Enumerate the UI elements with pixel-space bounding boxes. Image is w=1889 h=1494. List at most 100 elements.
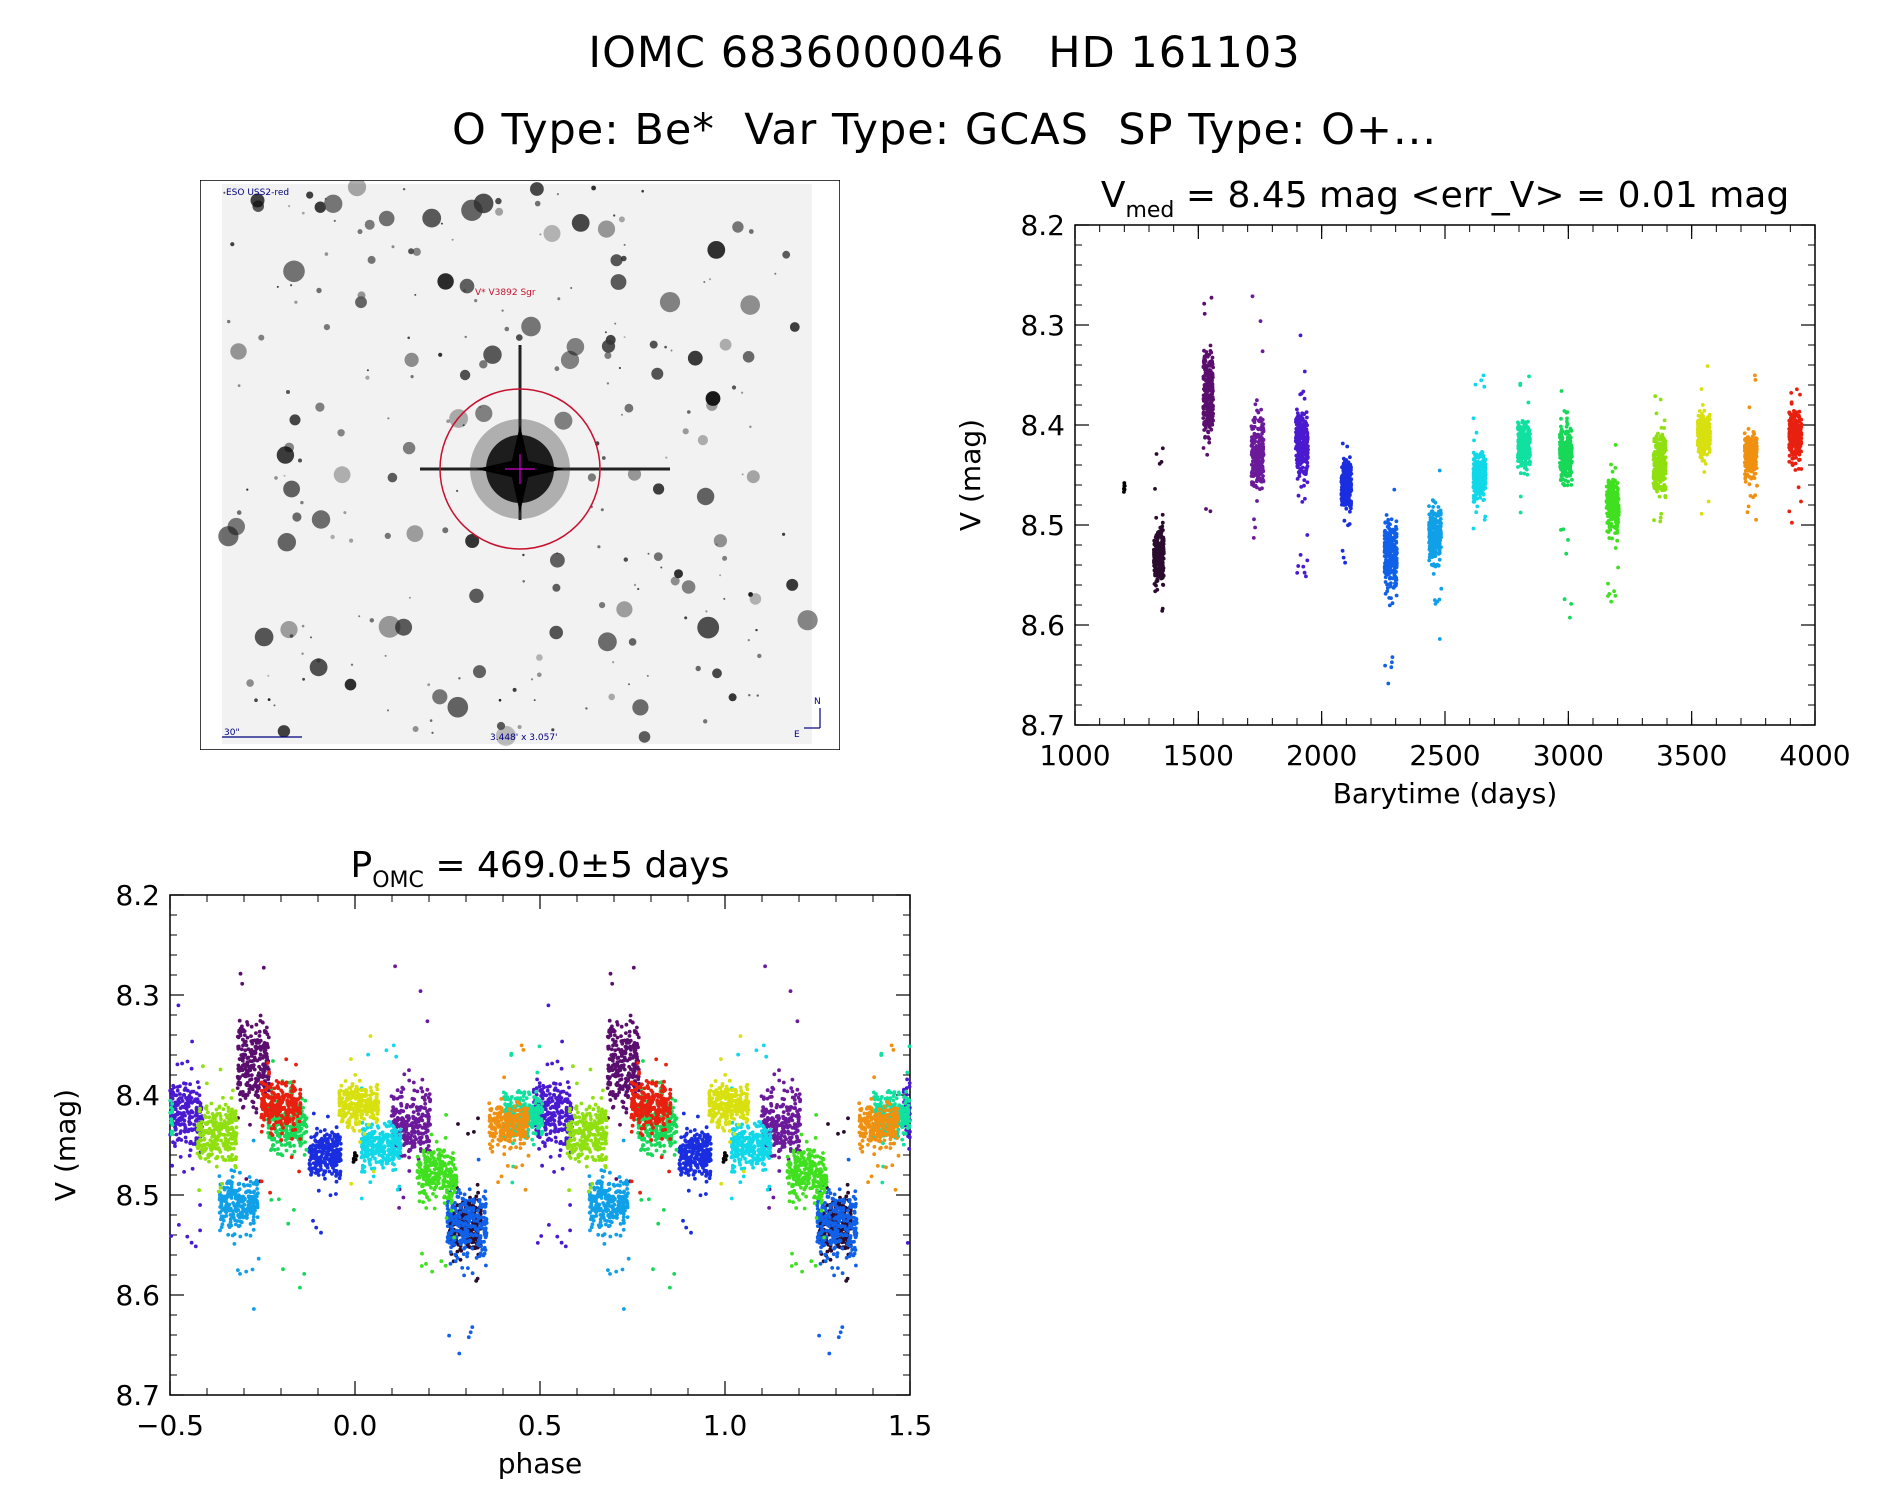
- sky-star: [333, 466, 351, 484]
- data-point: [1568, 450, 1573, 455]
- data-point: [1559, 424, 1563, 429]
- data-point: [1430, 517, 1435, 522]
- data-point: [1298, 333, 1303, 338]
- phased-point: [456, 1122, 460, 1126]
- data-point: [1662, 440, 1667, 445]
- data-point: [1744, 457, 1749, 461]
- data-point: [1155, 553, 1160, 558]
- data-point: [1750, 454, 1754, 459]
- data-point: [1206, 430, 1211, 435]
- x-tick-label: 1000: [1039, 739, 1110, 772]
- data-point: [1305, 533, 1310, 537]
- data-point: [1653, 479, 1658, 483]
- data-point: [1559, 445, 1564, 450]
- data-point: [1527, 462, 1532, 467]
- data-point: [1569, 470, 1574, 474]
- data-point: [1616, 504, 1620, 509]
- sky-star: [633, 583, 637, 587]
- data-point: [1389, 517, 1394, 522]
- data-point: [1252, 459, 1256, 464]
- data-point: [1696, 431, 1701, 435]
- data-point: [1348, 509, 1352, 514]
- data-point: [1341, 494, 1346, 498]
- sky-star: [273, 704, 276, 707]
- data-point: [1789, 401, 1794, 406]
- data-point: [1297, 423, 1302, 428]
- data-point: [1797, 451, 1802, 456]
- data-point: [1565, 416, 1569, 421]
- data-point: [1796, 485, 1801, 490]
- data-point: [1662, 418, 1667, 423]
- data-point: [1345, 495, 1350, 500]
- data-point: [1394, 539, 1399, 544]
- sky-star: [365, 375, 370, 380]
- sky-star: [402, 441, 416, 455]
- sky-star: [610, 274, 627, 290]
- sky-star: [330, 534, 335, 540]
- data-point: [1521, 441, 1526, 445]
- phased-point: [846, 1190, 850, 1195]
- data-point: [1343, 473, 1348, 478]
- data-point: [1260, 439, 1265, 444]
- data-point: [1792, 416, 1797, 421]
- data-point: [1658, 459, 1663, 464]
- data-point: [1613, 443, 1618, 447]
- sky-star: [301, 652, 304, 655]
- data-point: [1210, 404, 1214, 409]
- data-point: [1302, 570, 1307, 575]
- data-point: [1525, 446, 1530, 450]
- sky-star: [684, 616, 688, 620]
- y-axis-label: V (mag): [954, 419, 987, 531]
- sky-star: [378, 615, 401, 638]
- sky-star: [473, 193, 494, 214]
- header-title-line2: O Type: Be* Var Type: GCAS SP Type: O+..…: [451, 105, 1437, 155]
- data-point: [1305, 480, 1310, 485]
- data-point: [1254, 465, 1259, 470]
- data-point: [1609, 462, 1613, 467]
- data-point: [1344, 506, 1349, 511]
- data-point: [1383, 520, 1388, 525]
- data-point: [1437, 637, 1442, 641]
- data-point: [1657, 447, 1661, 451]
- data-point: [1427, 520, 1432, 525]
- data-point: [1340, 479, 1344, 483]
- data-point: [1208, 386, 1213, 390]
- data-point: [1569, 483, 1574, 487]
- sky-star: [310, 636, 312, 639]
- sky-star: [404, 352, 419, 367]
- data-point: [1700, 456, 1704, 460]
- data-point: [1386, 549, 1391, 554]
- data-point: [1431, 531, 1436, 535]
- data-point: [1517, 441, 1522, 446]
- data-point: [1568, 615, 1572, 620]
- chart-title: Vmed = 8.45 mag <err_V> = 0.01 mag: [1101, 175, 1789, 223]
- data-point: [1743, 463, 1748, 468]
- chart-title: POMC = 469.0±5 days: [351, 845, 730, 893]
- data-point: [1479, 378, 1484, 383]
- data-point: [1652, 518, 1656, 523]
- data-point: [1654, 452, 1659, 456]
- data-point: [1480, 477, 1484, 482]
- y-axis-label: V (mag): [49, 1089, 82, 1201]
- data-point: [1750, 459, 1754, 464]
- data-point: [1341, 461, 1346, 466]
- sky-star: [789, 322, 800, 332]
- data-point: [1302, 471, 1306, 476]
- sky-star: [429, 719, 433, 722]
- sky-star: [395, 618, 413, 636]
- data-point: [1154, 549, 1158, 554]
- data-point: [1753, 448, 1758, 452]
- data-point: [1743, 438, 1748, 443]
- data-point: [1383, 567, 1387, 571]
- data-point: [1789, 423, 1794, 428]
- data-point: [1392, 487, 1397, 492]
- data-point: [1255, 398, 1259, 403]
- data-point: [1389, 540, 1394, 545]
- phased-point: [475, 1276, 480, 1281]
- data-point: [1429, 526, 1433, 531]
- data-point: [1431, 572, 1436, 576]
- data-point: [1745, 441, 1750, 446]
- data-point: [1432, 549, 1437, 553]
- data-point: [1302, 478, 1307, 482]
- data-point: [1389, 536, 1393, 541]
